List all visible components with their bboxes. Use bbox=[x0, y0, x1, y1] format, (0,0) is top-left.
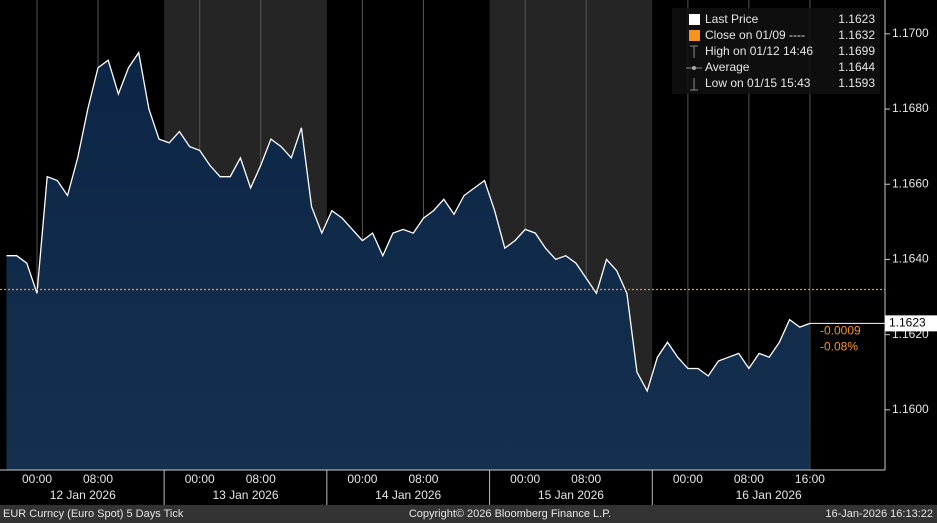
y-tick-label: 1.1660 bbox=[892, 176, 929, 190]
last-price-box bbox=[885, 315, 937, 332]
legend-value: 1.1632 bbox=[838, 28, 875, 42]
legend-icon bbox=[692, 66, 696, 70]
legend-box bbox=[672, 8, 880, 94]
day-label: 13 Jan 2026 bbox=[212, 488, 278, 502]
price-line bbox=[6, 50, 811, 393]
x-tick-label: 08:00 bbox=[734, 472, 764, 486]
legend-value: 1.1593 bbox=[838, 76, 875, 90]
x-tick-label: 00:00 bbox=[673, 472, 703, 486]
x-tick-label: 00:00 bbox=[347, 472, 377, 486]
legend-icon bbox=[689, 14, 700, 25]
legend-label: High on 01/12 14:46 bbox=[705, 44, 813, 58]
legend-value: 1.1644 bbox=[838, 60, 875, 74]
last-price-label: 1.1623 bbox=[889, 316, 926, 330]
x-tick-label: 08:00 bbox=[83, 472, 113, 486]
y-tick-label: 1.1700 bbox=[892, 26, 929, 40]
legend-icon bbox=[689, 30, 700, 41]
change-pct-label: -0.08% bbox=[820, 340, 858, 354]
footer-left: EUR Curncy (Euro Spot) 5 Days Tick bbox=[3, 508, 184, 520]
day-label: 14 Jan 2026 bbox=[375, 488, 441, 502]
day-label: 16 Jan 2026 bbox=[736, 488, 802, 502]
day-label: 15 Jan 2026 bbox=[538, 488, 604, 502]
y-tick-label: 1.1640 bbox=[892, 252, 929, 266]
x-tick-label: 00:00 bbox=[185, 472, 215, 486]
legend-label: Last Price bbox=[705, 12, 759, 26]
footer-bar bbox=[0, 505, 937, 523]
x-tick-label: 00:00 bbox=[510, 472, 540, 486]
y-tick-label: 1.1680 bbox=[892, 101, 929, 115]
legend-label: Close on 01/09 ---- bbox=[705, 28, 805, 42]
x-tick-label: 08:00 bbox=[571, 472, 601, 486]
area bbox=[6, 52, 810, 470]
legend-label: Low on 01/15 15:43 bbox=[705, 76, 811, 90]
footer-right: 16-Jan-2026 16:13:22 bbox=[825, 508, 933, 520]
legend-value: 1.1699 bbox=[838, 44, 875, 58]
legend-value: 1.1623 bbox=[838, 12, 875, 26]
x-tick-label: 00:00 bbox=[22, 472, 52, 486]
day-label: 12 Jan 2026 bbox=[50, 488, 116, 502]
legend-label: Average bbox=[705, 60, 750, 74]
change-label: -0.0009 bbox=[820, 324, 861, 338]
footer-center: Copyright© 2026 Bloomberg Finance L.P. bbox=[409, 508, 611, 520]
y-tick-label: 1.1600 bbox=[892, 402, 929, 416]
x-tick-label: 16:00 bbox=[795, 472, 825, 486]
x-tick-label: 08:00 bbox=[408, 472, 438, 486]
x-tick-label: 08:00 bbox=[246, 472, 276, 486]
